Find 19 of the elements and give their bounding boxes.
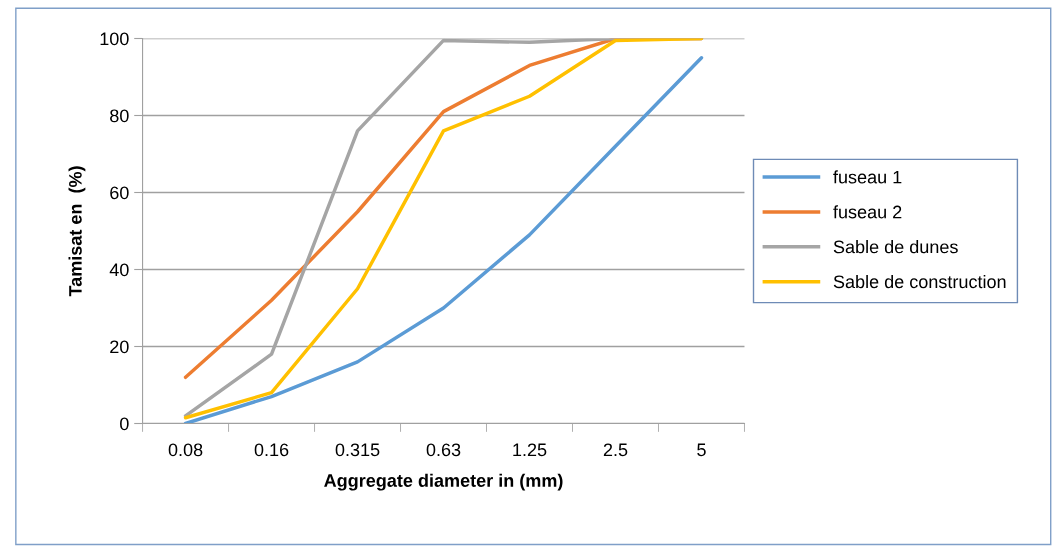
x-tick-label: 2.5 [603, 443, 628, 457]
x-tick-label: 0.315 [335, 443, 380, 457]
legend-label: Sable de dunes [833, 240, 958, 254]
legend-label: fuseau 2 [833, 205, 902, 219]
x-tick-label: 5 [697, 443, 706, 457]
y-tick-label: 0 [120, 417, 129, 431]
y-tick-label: 40 [109, 263, 129, 277]
x-axis-title: Aggregate diameter in (mm) [324, 473, 563, 491]
x-tick-label: 0.63 [426, 443, 461, 457]
legend-label: Sable de construction [833, 274, 1006, 289]
x-tick-label: 1.25 [513, 443, 547, 457]
x-tick-label: 0.08 [168, 443, 203, 457]
y-tick-label: 80 [110, 109, 129, 123]
legend-label: fuseau 1 [833, 170, 902, 184]
y-tick-label: 100 [100, 32, 129, 46]
y-tick-label: 20 [110, 340, 129, 354]
x-tick-label: 0.16 [254, 443, 289, 457]
y-axis-title: Tamisat en (%) [68, 166, 86, 297]
y-tick-label: 60 [110, 186, 129, 200]
